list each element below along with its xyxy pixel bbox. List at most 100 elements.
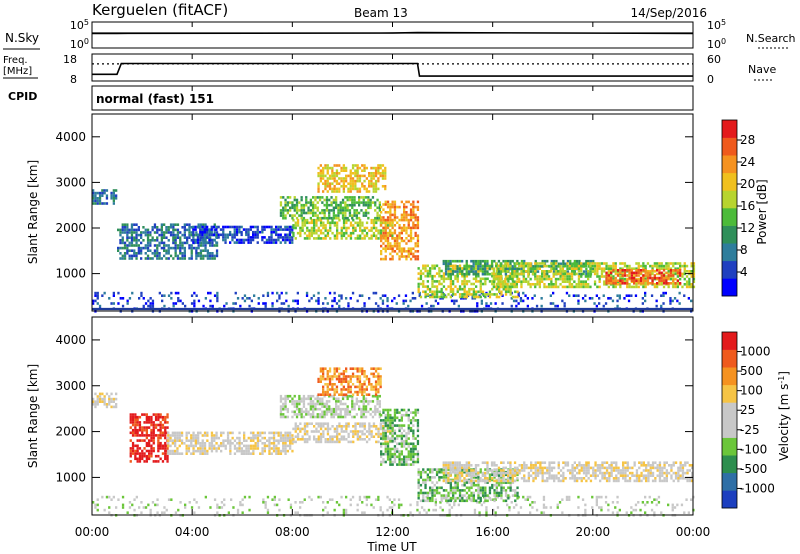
heatmap-cell <box>326 302 329 305</box>
heatmap-cell <box>163 244 166 247</box>
heatmap-cell <box>463 280 466 283</box>
heatmap-cell <box>407 234 410 237</box>
heatmap-cell <box>245 228 248 231</box>
heatmap-cell <box>349 377 352 381</box>
heatmap-cell <box>223 304 226 308</box>
heatmap-cell <box>291 203 294 207</box>
heatmap-cell <box>342 221 346 225</box>
heatmap-cell <box>498 287 501 291</box>
heatmap-cell <box>522 495 525 499</box>
heatmap-cell <box>310 234 313 238</box>
heatmap-cell <box>545 506 548 509</box>
heatmap-cell <box>570 270 574 273</box>
heatmap-cell <box>623 274 627 277</box>
heatmap-cell <box>358 203 361 207</box>
heatmap-cell <box>377 380 380 383</box>
heatmap-cell <box>386 437 390 440</box>
heatmap-cell <box>472 277 475 281</box>
heatmap-cell <box>307 394 310 398</box>
heatmap-cell <box>163 236 166 239</box>
heatmap-cell <box>134 423 137 427</box>
heatmap-cell <box>400 200 403 204</box>
heatmap-cell <box>261 452 264 455</box>
heatmap-cell <box>484 293 487 296</box>
heatmap-cell <box>384 177 387 180</box>
heatmap-cell <box>348 211 352 215</box>
heatmap-cell <box>611 501 615 504</box>
nsky-right-tick-bottom: 100 <box>707 37 726 51</box>
heatmap-cell <box>325 209 329 212</box>
heatmap-cell <box>377 169 380 172</box>
heatmap-cell <box>157 415 160 419</box>
heatmap-cell <box>328 394 331 398</box>
heatmap-cell <box>360 209 363 212</box>
heatmap-cell <box>148 434 151 437</box>
heatmap-cell <box>382 411 385 414</box>
heatmap-cell <box>526 495 529 499</box>
heatmap-cell <box>190 506 194 509</box>
heatmap-cell <box>445 295 448 299</box>
heatmap-cell <box>261 228 264 231</box>
heatmap-cell <box>554 272 558 276</box>
heatmap-cell <box>314 405 317 408</box>
heatmap-cell <box>522 272 525 276</box>
heatmap-cell <box>370 179 373 183</box>
heatmap-cell <box>293 209 296 212</box>
heatmap-cell <box>291 442 294 445</box>
heatmap-cell <box>310 297 313 300</box>
heatmap-cell <box>301 501 304 504</box>
heatmap-cell <box>342 182 345 185</box>
heatmap-cell <box>145 449 148 453</box>
heatmap-cell <box>340 169 343 172</box>
heatmap-cell <box>279 196 283 199</box>
heatmap-cell <box>534 265 537 268</box>
heatmap-cell <box>573 267 576 270</box>
heatmap-cell <box>375 237 378 240</box>
heatmap-cell <box>169 223 173 226</box>
heatmap-cell <box>171 431 174 435</box>
heatmap-cell <box>296 432 300 436</box>
heatmap-cell <box>400 503 403 507</box>
heatmap-cell <box>180 431 184 435</box>
heatmap-cell <box>573 272 576 276</box>
heatmap-cell <box>172 302 175 305</box>
heatmap-cell <box>272 238 275 242</box>
heatmap-cell <box>403 226 406 230</box>
heatmap-cell <box>156 503 159 507</box>
heatmap-cell <box>328 393 332 396</box>
heatmap-cell <box>639 282 643 285</box>
heatmap-cell <box>305 211 308 215</box>
heatmap-cell <box>419 269 423 273</box>
heatmap-cell <box>379 164 382 167</box>
heatmap-cell <box>351 196 354 199</box>
heatmap-cell <box>618 294 621 297</box>
heatmap-cell <box>279 415 283 419</box>
heatmap-cell <box>187 439 191 442</box>
heatmap-cell <box>637 269 640 272</box>
heatmap-cell <box>412 200 415 204</box>
heatmap-cell <box>338 367 341 370</box>
heatmap-cell <box>331 498 334 501</box>
heatmap-cell <box>377 218 380 222</box>
heatmap-cell <box>398 205 401 209</box>
heatmap-cell <box>188 226 191 229</box>
heatmap-cell <box>534 285 537 289</box>
heatmap-cell <box>286 196 289 199</box>
heatmap-cell <box>378 203 381 207</box>
heatmap-cell <box>492 283 495 286</box>
heatmap-cell <box>391 429 394 433</box>
heatmap-cell <box>319 229 323 232</box>
heatmap-cell <box>254 447 257 450</box>
heatmap-cell <box>273 503 276 507</box>
heatmap-cell <box>676 271 679 275</box>
heatmap-cell <box>142 226 145 229</box>
heatmap-cell <box>165 226 168 229</box>
heatmap-cell <box>103 397 106 401</box>
heatmap-cell <box>325 405 329 408</box>
heatmap-cell <box>472 282 475 286</box>
heatmap-cell <box>365 190 368 193</box>
heatmap-cell <box>384 203 387 206</box>
heatmap-cell <box>359 218 362 222</box>
heatmap-cell <box>371 410 375 414</box>
heatmap-cell <box>660 279 663 282</box>
